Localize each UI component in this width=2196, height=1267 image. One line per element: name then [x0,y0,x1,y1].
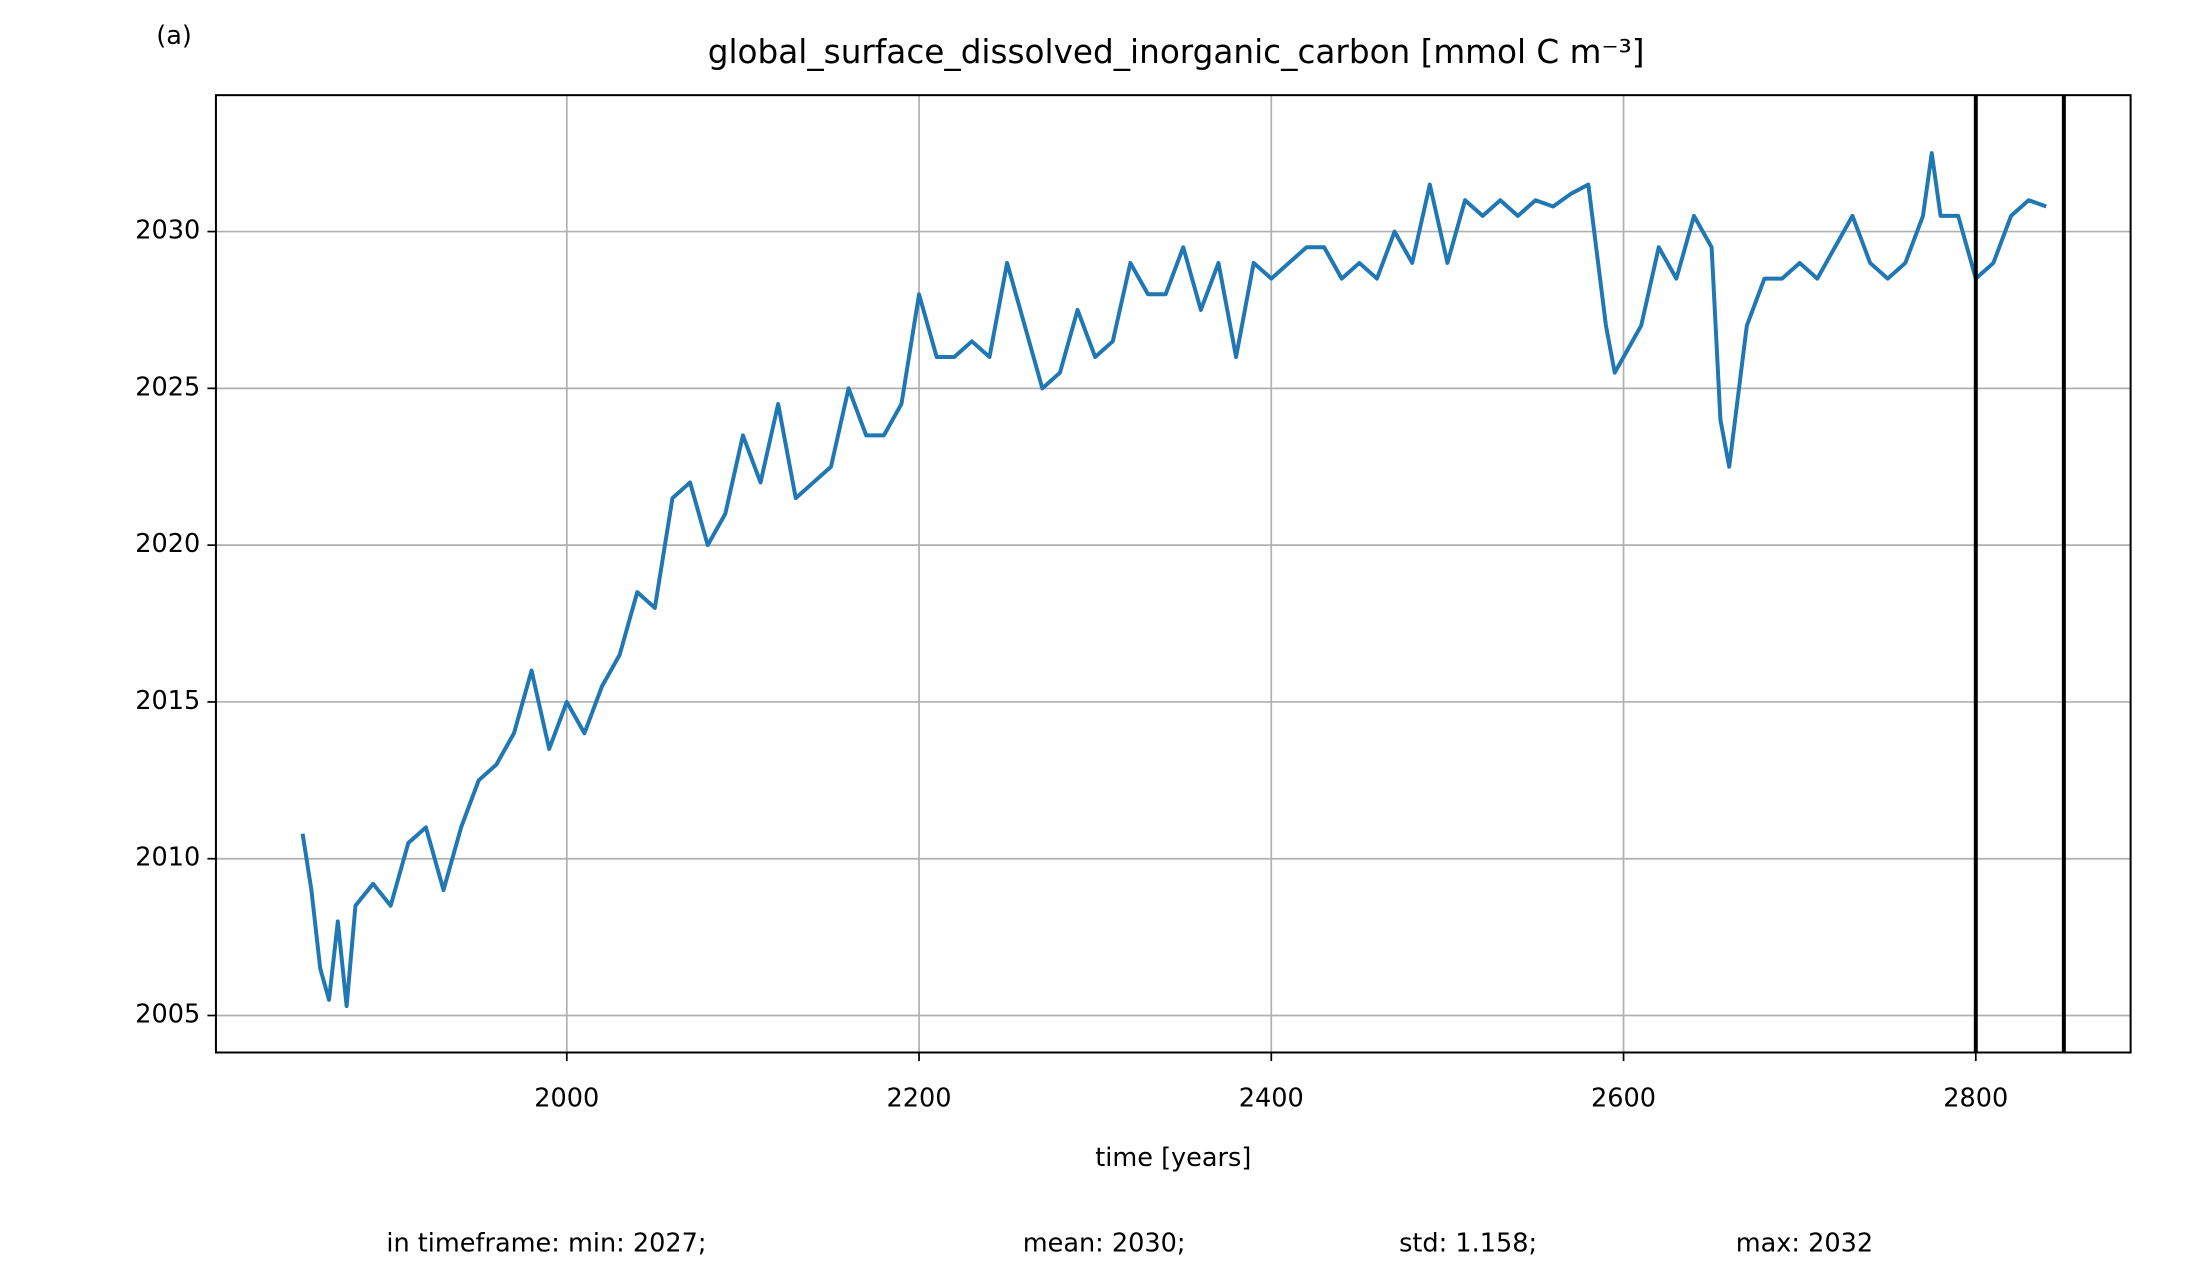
x-tick-label: 2400 [1239,1083,1304,1113]
y-tick-label: 2010 [135,843,200,873]
y-tick-label: 2020 [135,529,200,559]
data-line [300,151,2047,1009]
plot-frame [214,94,2132,1054]
x-axis-label: time [years] [1095,1143,1251,1173]
chart-title: global_surface_dissolved_inorganic_carbo… [708,33,1645,71]
footer-stat: std: 1.158; [1399,1228,1537,1258]
footer-stat: in timeframe: min: 2027; [386,1228,706,1258]
panel-label: (a) [156,21,192,51]
x-tick-label: 2200 [887,1083,952,1113]
footer-stat: mean: 2030; [1023,1228,1186,1258]
x-tick-label: 2000 [534,1083,599,1113]
y-tick-label: 2030 [135,216,200,246]
y-tick-label: 2015 [135,686,200,716]
x-tick-label: 2600 [1591,1083,1656,1113]
x-tick-label: 2800 [1943,1083,2008,1113]
y-tick-label: 2005 [135,999,200,1029]
footer-stat: max: 2032 [1736,1228,1873,1258]
y-tick-label: 2025 [135,372,200,402]
